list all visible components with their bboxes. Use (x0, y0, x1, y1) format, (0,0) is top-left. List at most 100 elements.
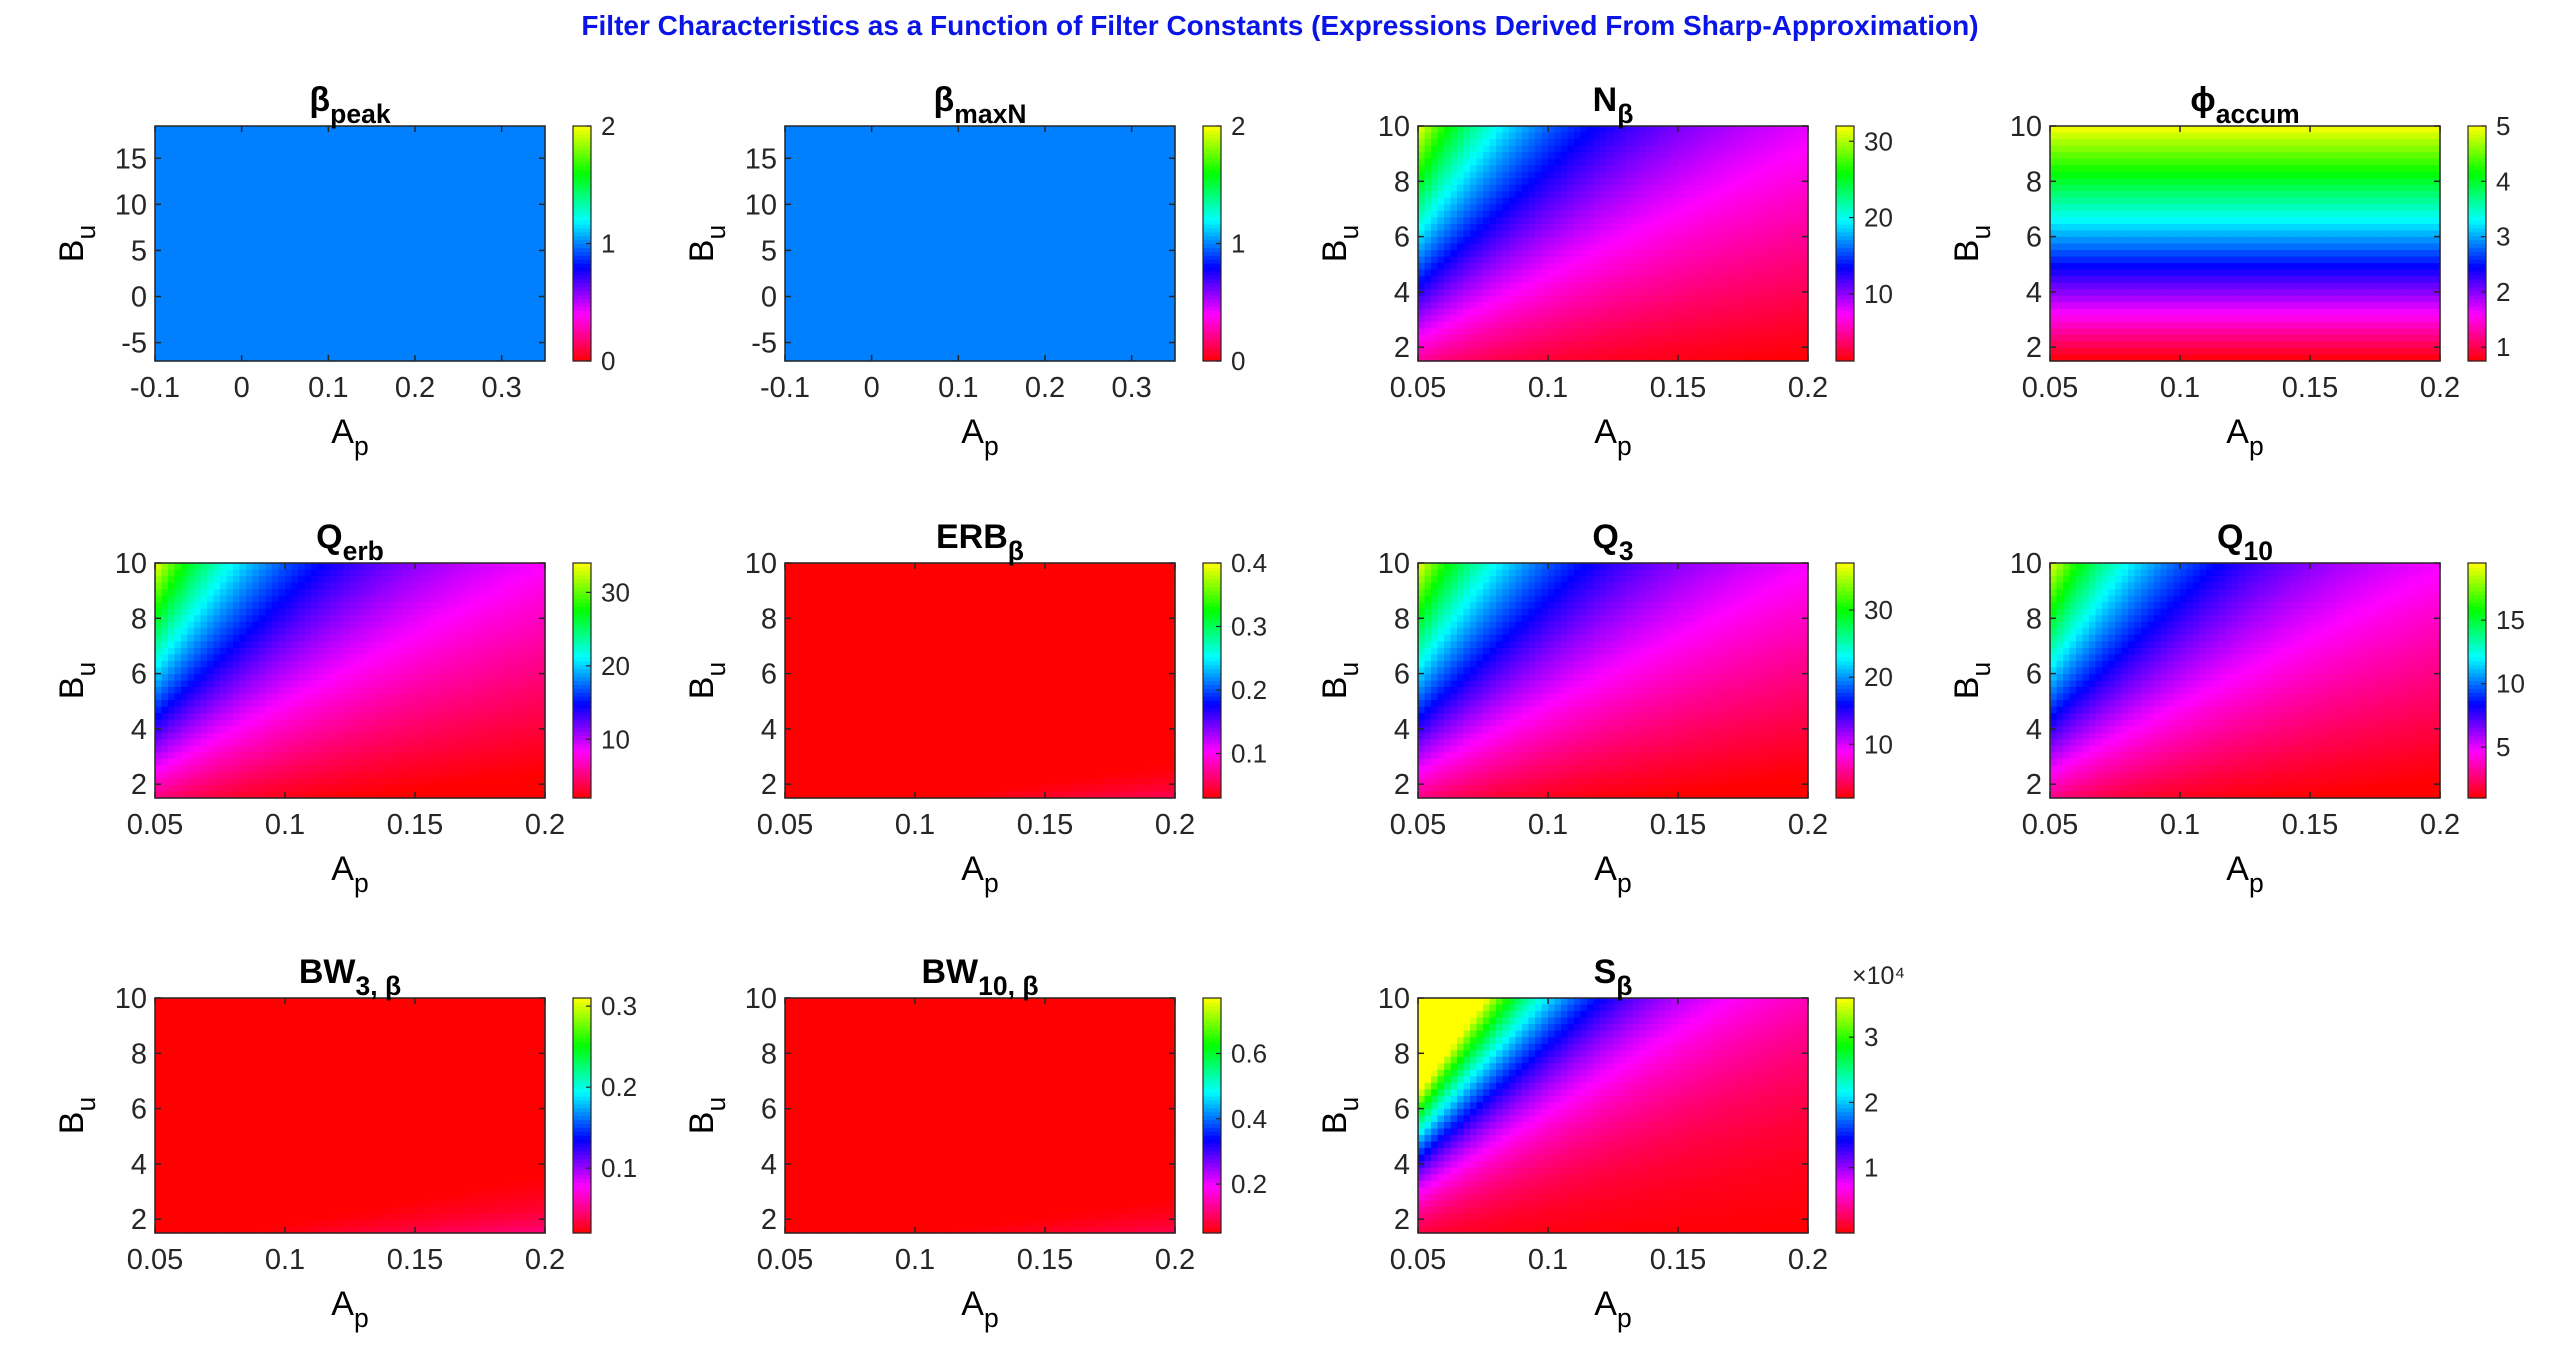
heatmap-cell (1162, 282, 1170, 290)
heatmap-cell (1097, 210, 1105, 218)
heatmap-cell (428, 145, 436, 153)
heatmap-cell (1012, 347, 1020, 356)
heatmap-cell (226, 204, 234, 212)
heatmap-cell (1012, 197, 1020, 205)
heatmap-cell (220, 328, 228, 336)
heatmap-cell (1051, 158, 1059, 166)
heatmap-cell (1418, 139, 1426, 147)
x-tick-label: 0 (864, 372, 880, 404)
heatmap-cell (1162, 158, 1170, 166)
heatmap-cell (506, 302, 514, 310)
heatmap-cell (1567, 126, 1575, 134)
heatmap-cell (1142, 132, 1150, 140)
heatmap-cell (999, 334, 1007, 343)
heatmap-cell (168, 230, 176, 238)
heatmap-cell (785, 315, 793, 323)
heatmap-cell (986, 334, 994, 343)
heatmap-cell (1084, 197, 1092, 205)
heatmap-cell (1162, 263, 1170, 271)
heatmap-cell (1168, 204, 1176, 212)
heatmap-cell (882, 191, 890, 199)
heatmap-cell (1077, 139, 1085, 147)
heatmap-cell (512, 256, 520, 264)
heatmap-cell (1162, 152, 1170, 160)
heatmap-cell (1110, 250, 1118, 258)
heatmap-cell (317, 302, 325, 310)
heatmap-cell (1149, 217, 1157, 225)
heatmap-cell (850, 230, 858, 238)
heatmap-cell (486, 302, 494, 310)
heatmap-cell (811, 302, 819, 310)
heatmap-cell (1090, 263, 1098, 271)
heatmap-cell (330, 302, 338, 310)
heatmap-cell (467, 256, 475, 264)
heatmap-cell (902, 171, 910, 179)
heatmap-cell (304, 289, 312, 297)
heatmap-cell (395, 302, 403, 310)
heatmap-cell (1723, 165, 1731, 173)
heatmap-cell (220, 158, 228, 166)
heatmap-cell (519, 321, 527, 329)
heatmap-cell (382, 126, 390, 134)
heatmap-cell (532, 250, 540, 258)
heatmap-cell (960, 158, 968, 166)
heatmap-cell (960, 315, 968, 323)
heatmap-cell (941, 282, 949, 290)
heatmap-cell (441, 289, 449, 297)
heatmap-cell (155, 295, 163, 303)
heatmap-cell (1025, 276, 1033, 284)
heatmap-cell (830, 152, 838, 160)
heatmap-cell (1155, 256, 1163, 264)
heatmap-cell (1110, 191, 1118, 199)
heatmap-cell (980, 126, 988, 134)
heatmap-cell (902, 295, 910, 303)
heatmap-cell (506, 236, 514, 245)
heatmap-cell (428, 126, 436, 134)
heatmap-cell (1019, 243, 1027, 251)
heatmap-cell (1019, 282, 1027, 290)
heatmap-cell (947, 308, 955, 316)
heatmap-cell (1619, 145, 1627, 153)
heatmap-cell (1071, 302, 1079, 310)
heatmap-cell (1782, 158, 1790, 166)
heatmap-cell (265, 204, 273, 212)
colorbar-swatch (573, 196, 591, 202)
heatmap-cell (1097, 158, 1105, 166)
heatmap-cell (168, 269, 176, 277)
heatmap-cell (1476, 145, 1484, 153)
heatmap-cell (1450, 165, 1458, 173)
heatmap-cell (1671, 145, 1679, 153)
heatmap-cell (259, 328, 267, 336)
heatmap-cell (226, 126, 234, 134)
heatmap-cell (1528, 152, 1536, 160)
heatmap-cell (512, 171, 520, 179)
heatmap-cell (1058, 276, 1066, 284)
heatmap-cell (486, 328, 494, 336)
heatmap-cell (369, 334, 377, 343)
heatmap-cell (1071, 334, 1079, 343)
heatmap-cell (967, 191, 975, 199)
heatmap-cell (1064, 236, 1072, 245)
heatmap-cell (1580, 158, 1588, 166)
heatmap-cell (317, 347, 325, 356)
heatmap-cell (1058, 158, 1066, 166)
heatmap-cell (1097, 308, 1105, 316)
heatmap-cell (395, 276, 403, 284)
heatmap-cell (278, 236, 286, 245)
heatmap-cell (1162, 145, 1170, 153)
heatmap-cell (174, 269, 182, 277)
heatmap-cell (343, 289, 351, 297)
heatmap-cell (395, 354, 403, 362)
heatmap-cell (447, 165, 455, 173)
colorbar-swatch (1203, 349, 1221, 354)
heatmap-cell (830, 184, 838, 192)
heatmap-cell (415, 269, 423, 277)
heatmap-cell (1025, 302, 1033, 310)
heatmap-cell (1502, 139, 1510, 147)
heatmap-cell (798, 197, 806, 205)
heatmap-cell (837, 223, 845, 232)
heatmap-cell (863, 236, 871, 245)
heatmap-cell (1142, 191, 1150, 199)
heatmap-cell (843, 289, 851, 297)
heatmap-cell (389, 204, 397, 212)
